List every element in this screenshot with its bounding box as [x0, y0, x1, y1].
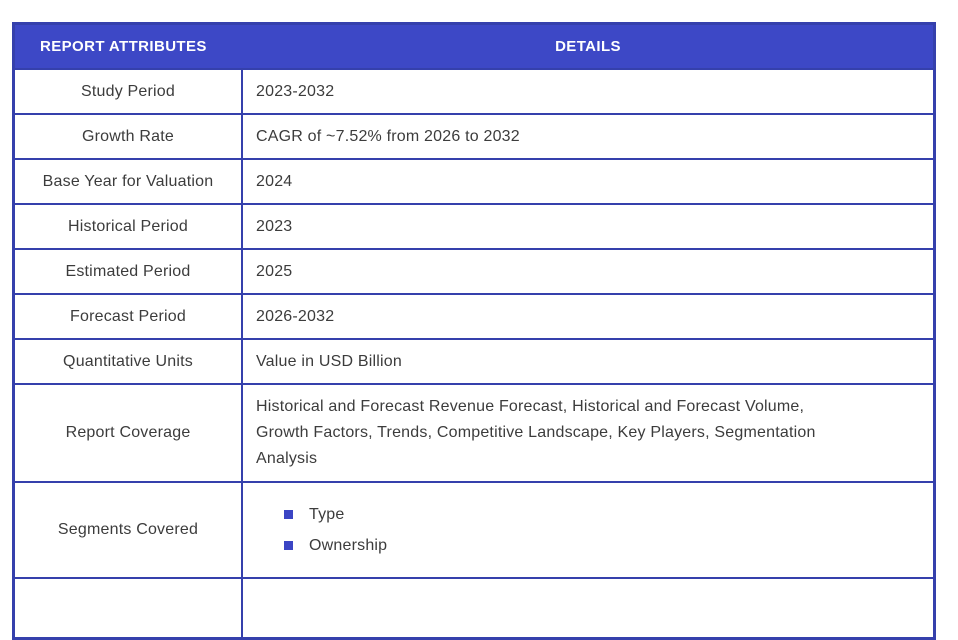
row-attribute-label: Estimated Period: [15, 250, 243, 293]
header-details: DETAILS: [555, 38, 621, 55]
row-detail-value: 2024: [256, 172, 293, 190]
row-detail-value: 2023-2032: [256, 82, 335, 100]
row-attribute-label: Growth Rate: [15, 115, 243, 158]
row-detail-value: [243, 579, 933, 637]
table-row-report-coverage: Report Coverage Historical and Forecast …: [15, 383, 933, 481]
row-attribute-label: Forecast Period: [15, 295, 243, 338]
segment-label: Type: [309, 505, 345, 523]
header-report-attributes: REPORT ATTRIBUTES: [40, 38, 207, 55]
report-coverage-text: Historical and Forecast Revenue Forecast…: [256, 398, 816, 467]
row-detail-value: Historical and Forecast Revenue Forecast…: [243, 385, 933, 481]
row-attribute-label: Report Coverage: [15, 385, 243, 481]
row-attribute-label: Study Period: [15, 70, 243, 113]
segment-label: Ownership: [309, 536, 388, 554]
row-attribute-label: Historical Period: [15, 205, 243, 248]
row-attribute-label: Base Year for Valuation: [15, 160, 243, 203]
square-bullet-icon: [284, 510, 293, 519]
table-row-cutoff: [15, 577, 933, 637]
row-detail-value: CAGR of ~7.52% from 2026 to 2032: [256, 127, 520, 145]
row-detail-value: Value in USD Billion: [256, 352, 402, 370]
row-attribute-label: Segments Covered: [15, 483, 243, 577]
list-item: Type: [284, 506, 345, 524]
row-detail-value: 2025: [256, 262, 293, 280]
table-row-estimated-period: Estimated Period 2025: [15, 248, 933, 293]
table-row-historical-period: Historical Period 2023: [15, 203, 933, 248]
row-attribute-label: Quantitative Units: [15, 340, 243, 383]
row-attribute-label: [15, 579, 243, 637]
table-row-growth-rate: Growth Rate CAGR of ~7.52% from 2026 to …: [15, 113, 933, 158]
report-attributes-table: REPORT ATTRIBUTES DETAILS Study Period 2…: [12, 22, 936, 640]
table-row-study-period: Study Period 2023-2032: [15, 68, 933, 113]
table-row-segments-covered: Segments Covered Type Ownership: [15, 481, 933, 577]
list-item: Ownership: [284, 537, 387, 555]
table-header-row: REPORT ATTRIBUTES DETAILS: [15, 25, 933, 68]
row-detail-value: 2026-2032: [256, 307, 335, 325]
square-bullet-icon: [284, 541, 293, 550]
table-row-forecast-period: Forecast Period 2026-2032: [15, 293, 933, 338]
table-row-quantitative-units: Quantitative Units Value in USD Billion: [15, 338, 933, 383]
table-row-base-year: Base Year for Valuation 2024: [15, 158, 933, 203]
segments-list: Type Ownership: [243, 483, 933, 577]
row-detail-value: 2023: [256, 217, 293, 235]
